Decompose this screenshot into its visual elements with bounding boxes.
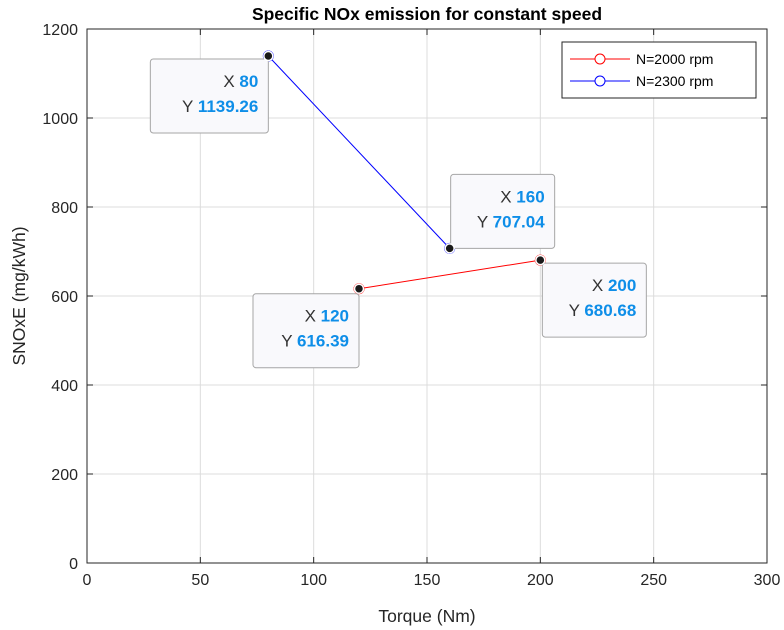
series-line: [267, 55, 451, 249]
chart-title: Specific NOx emission for constant speed: [252, 4, 602, 24]
datatip-marker: [535, 254, 546, 266]
datatip-x: X 200: [592, 276, 636, 295]
legend-marker: [594, 53, 606, 65]
datatip: X 160 Y 707.04: [444, 173, 556, 254]
y-tick-label: 200: [51, 467, 78, 484]
datatip-x: X 120: [305, 307, 349, 326]
datatip-y: Y 680.68: [569, 301, 637, 320]
datatip-marker: [353, 283, 365, 294]
legend-entry: N=2000 rpm: [636, 51, 713, 67]
x-tick-label: 300: [754, 572, 781, 589]
y-tick-label: 1000: [42, 111, 78, 128]
x-tick-label: 150: [414, 572, 441, 589]
x-tick-label: 250: [640, 572, 667, 589]
datatip: X 200 Y 680.68: [535, 254, 647, 338]
datatip-x: X 80: [223, 72, 258, 91]
datatip-y: Y 1139.26: [182, 97, 258, 116]
legend-entry: N=2300 rpm: [636, 73, 713, 89]
legend-marker: [594, 75, 606, 87]
datatip-box: [450, 173, 556, 249]
y-tick-label: 400: [51, 378, 78, 395]
y-tick-label: 800: [51, 200, 78, 217]
x-axis-label: Torque (Nm): [378, 606, 475, 626]
datatip: X 120 Y 616.39: [252, 283, 365, 369]
datatip-marker: [444, 243, 455, 254]
datatip-marker: [263, 50, 274, 62]
datatip-box: [541, 262, 647, 338]
datatip: X 80 Y 1139.26: [149, 50, 274, 134]
datatip-y: Y 616.39: [281, 332, 349, 351]
legend-box: [561, 41, 757, 99]
datatip-box: [252, 293, 360, 369]
ticks: 0 50 100 150 200 250 300 0 200 400 600 800 1000 1200: [42, 22, 780, 589]
datatip-y: Y 707.04: [477, 212, 545, 231]
datatip-x: X 160: [500, 187, 544, 206]
y-tick-label: 600: [51, 289, 78, 306]
datatip-box: [149, 58, 269, 134]
y-axis-label: SNOxE (mg/kWh): [9, 226, 29, 365]
x-tick-label: 50: [191, 572, 209, 589]
x-tick-label: 100: [300, 572, 327, 589]
y-tick-label: 1200: [42, 22, 78, 39]
legend: N=2000 rpm N=2300 rpm: [561, 41, 757, 99]
y-tick-label: 0: [69, 556, 78, 573]
x-tick-label: 200: [527, 572, 554, 589]
x-tick-label: 0: [83, 572, 92, 589]
series-line: [358, 259, 541, 290]
